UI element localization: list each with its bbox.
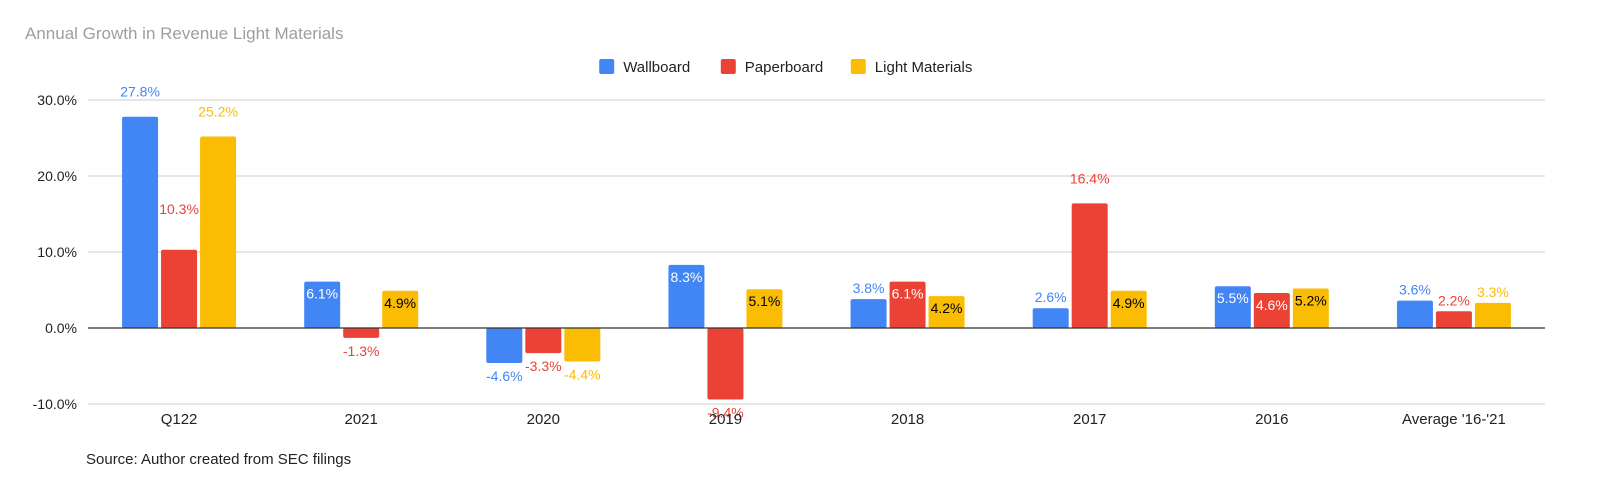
bar — [486, 328, 523, 363]
bar — [161, 249, 198, 328]
bar — [746, 289, 783, 328]
bar — [1110, 290, 1147, 328]
legend: Wallboard Paperboard Light Materials — [599, 59, 972, 76]
data-label: 5.2% — [1295, 292, 1327, 308]
y-tick-label: 10.0% — [37, 244, 77, 260]
data-label: -3.3% — [525, 358, 562, 374]
y-tick-label: 0.0% — [45, 320, 77, 336]
bar — [668, 264, 705, 328]
data-label: 4.6% — [1256, 297, 1288, 313]
data-label: -9.4% — [707, 404, 744, 420]
bar — [304, 281, 341, 328]
x-tick-label: Q122 — [161, 411, 198, 428]
y-tick-label: 20.0% — [37, 168, 77, 184]
data-label: 8.3% — [670, 269, 702, 285]
data-label: 5.5% — [1217, 290, 1249, 306]
bar — [343, 328, 380, 338]
legend-label: Wallboard — [623, 59, 690, 76]
x-tick-label: 2021 — [345, 411, 378, 428]
data-label: 5.1% — [748, 293, 780, 309]
legend-swatch — [850, 59, 866, 74]
data-label: 2.6% — [1035, 289, 1067, 305]
bar — [889, 281, 926, 328]
data-label: 4.2% — [931, 300, 963, 316]
bar — [1214, 286, 1251, 328]
bar — [564, 328, 601, 362]
bar — [1253, 293, 1290, 328]
data-label: 6.1% — [306, 286, 338, 302]
bar — [1292, 288, 1329, 328]
bar — [1071, 203, 1108, 328]
x-tick-label: 2018 — [891, 411, 924, 428]
data-label: 3.3% — [1477, 284, 1509, 300]
data-label: 3.6% — [1399, 282, 1431, 298]
x-tick-label: 2020 — [527, 411, 560, 428]
data-label: -1.3% — [343, 343, 380, 359]
data-label: 16.4% — [1070, 170, 1110, 186]
data-label: 4.9% — [384, 295, 416, 311]
chart-title: Annual Growth in Revenue Light Materials — [25, 24, 344, 43]
bar — [525, 328, 562, 354]
data-label: 2.2% — [1438, 292, 1470, 308]
data-label: 25.2% — [198, 103, 238, 119]
legend-swatch — [599, 59, 615, 74]
x-tick-label: 2016 — [1255, 411, 1288, 428]
bar — [850, 299, 887, 328]
legend-swatch — [720, 59, 736, 74]
bar — [1474, 302, 1511, 328]
y-tick-label: -10.0% — [33, 396, 77, 412]
data-label: 10.3% — [159, 201, 199, 217]
data-label: 27.8% — [120, 84, 160, 100]
data-label: 3.8% — [853, 280, 885, 296]
source-note: Source: Author created from SEC filings — [86, 451, 352, 468]
y-tick-label: 30.0% — [37, 92, 77, 108]
x-tick-label: 2017 — [1073, 411, 1106, 428]
data-label: -4.6% — [486, 368, 523, 384]
bar — [707, 328, 744, 400]
legend-label: Paperboard — [745, 59, 823, 76]
bar — [122, 116, 159, 328]
data-label: 4.9% — [1113, 295, 1145, 311]
bar — [1435, 311, 1472, 328]
data-label: 6.1% — [892, 286, 924, 302]
bar — [1396, 300, 1433, 328]
x-tick-label: Average '16-'21 — [1402, 411, 1506, 428]
bar — [1032, 308, 1069, 328]
legend-label: Light Materials — [875, 59, 973, 76]
bar — [928, 296, 965, 328]
data-label: -4.4% — [564, 366, 601, 382]
bar — [382, 290, 419, 328]
bar — [200, 136, 237, 328]
x-tick-label: 2019 — [709, 411, 742, 428]
